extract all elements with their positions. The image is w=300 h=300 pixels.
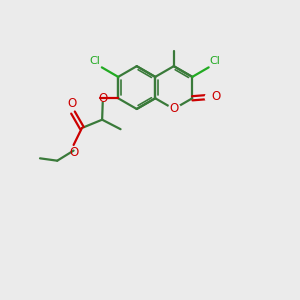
Text: O: O: [98, 92, 107, 105]
Text: Cl: Cl: [209, 56, 220, 66]
Text: O: O: [69, 146, 78, 159]
Text: O: O: [169, 103, 178, 116]
Text: O: O: [211, 90, 220, 103]
Text: O: O: [67, 97, 76, 110]
Text: Cl: Cl: [90, 56, 101, 66]
